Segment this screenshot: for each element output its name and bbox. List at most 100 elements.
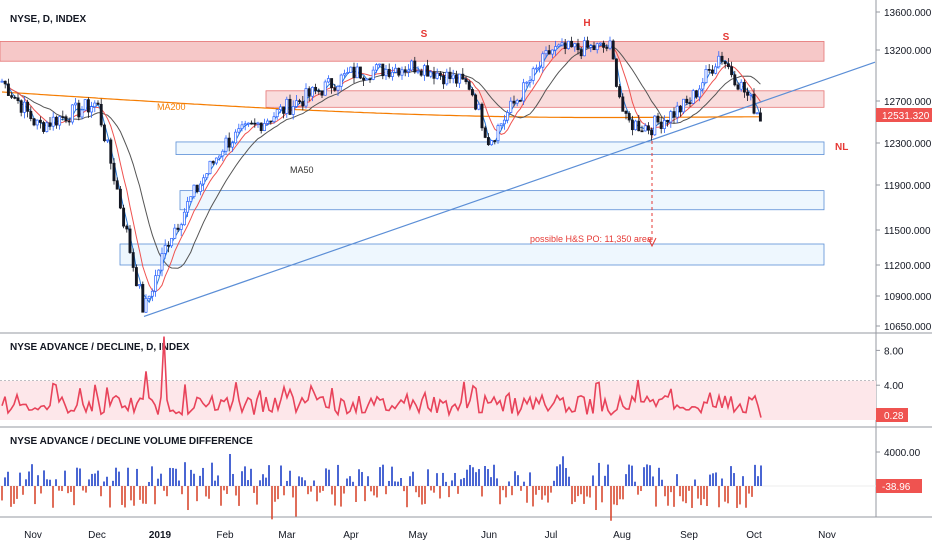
volume-bar — [652, 476, 654, 486]
candle — [275, 109, 279, 118]
candle — [205, 173, 209, 179]
volume-bar — [760, 465, 762, 486]
volume-bar — [109, 486, 111, 508]
volume-bar — [715, 472, 717, 486]
price-axis[interactable]: 13600.000 13200.000 12700.000 12300.000 1190… — [876, 8, 932, 333]
candle — [160, 253, 164, 271]
volume-bar — [472, 467, 474, 486]
volume-bar — [460, 479, 462, 486]
candle — [48, 122, 52, 127]
volume-bar — [529, 472, 531, 486]
volume-bar — [712, 473, 714, 486]
candle — [67, 120, 71, 123]
candle — [403, 69, 407, 72]
candle — [176, 227, 180, 230]
volume-bar — [220, 486, 222, 506]
volume-bar — [484, 466, 486, 486]
candle — [669, 111, 673, 123]
candle — [602, 42, 606, 48]
volume-bar — [634, 481, 636, 486]
volume-bar — [316, 486, 318, 502]
volume-bar — [427, 469, 429, 486]
volume-bar — [334, 486, 336, 506]
candle — [339, 74, 343, 87]
volume-bar — [667, 486, 669, 506]
time-axis[interactable]: Nov Dec 2019 Feb Mar Apr May Jun Jul Aug Sep Oct Nov — [24, 530, 836, 541]
volume-bar — [394, 481, 396, 486]
candle — [38, 119, 42, 123]
candle — [416, 70, 420, 73]
volume-bar — [31, 464, 33, 486]
volume-bar — [226, 486, 228, 494]
volume-bar — [490, 477, 492, 486]
target-arrow-head — [647, 237, 657, 248]
main-panel-title: NYSE, D, INDEX — [10, 14, 86, 25]
candle — [77, 102, 81, 118]
candle — [429, 71, 433, 77]
volume-bar — [442, 472, 444, 486]
candle — [198, 183, 202, 192]
volume-bar — [703, 486, 705, 500]
volume-bar — [541, 486, 543, 500]
candle — [739, 81, 743, 90]
candle — [10, 95, 14, 98]
volume-bar — [289, 470, 291, 486]
candle — [685, 98, 689, 104]
volume-bar — [76, 467, 78, 486]
volume-bar — [457, 486, 459, 494]
volume-bar — [739, 486, 741, 505]
volume-bar — [520, 486, 522, 491]
candle — [723, 61, 727, 65]
candle — [102, 124, 106, 142]
volume-bar — [10, 486, 12, 507]
volume-bar — [187, 486, 189, 511]
candle — [269, 120, 273, 123]
last-price-value: 12531.320 — [882, 111, 930, 122]
volume-bar — [622, 486, 624, 500]
candle — [563, 42, 567, 49]
resistance-zone — [0, 41, 825, 62]
candle — [256, 122, 260, 125]
candle — [474, 94, 478, 110]
candle — [246, 122, 250, 125]
volume-bar — [586, 486, 588, 497]
candle — [672, 111, 676, 118]
ma200-line — [1, 91, 761, 119]
volume-bar — [253, 486, 255, 493]
target-arrow — [647, 135, 657, 248]
candle — [678, 105, 682, 113]
candle — [173, 227, 177, 239]
vol-axis[interactable]: 4000.00 — [876, 448, 921, 459]
volume-bar — [406, 486, 408, 508]
volume-bar — [34, 486, 36, 505]
volume-bar — [565, 468, 567, 486]
candle — [730, 66, 734, 76]
volume-bar — [403, 486, 405, 492]
candle — [621, 96, 625, 112]
candle — [230, 142, 234, 148]
candle — [138, 284, 142, 287]
candle — [573, 43, 577, 48]
volume-bar — [352, 481, 354, 486]
candle — [493, 140, 497, 142]
candle — [560, 42, 564, 46]
volume-bar — [94, 473, 96, 486]
x-tick-label: Oct — [746, 530, 762, 541]
volume-bar — [553, 480, 555, 486]
candle — [746, 91, 750, 96]
volume-bar — [751, 486, 753, 497]
candle — [410, 60, 414, 71]
candle — [701, 82, 705, 90]
candle — [698, 88, 702, 98]
volume-bar — [544, 486, 546, 496]
y-tick-label: 11900.000 — [884, 181, 931, 192]
x-tick-label: Aug — [613, 530, 631, 541]
volume-bar — [589, 486, 591, 498]
volume-bar — [100, 486, 102, 497]
ad-axis[interactable]: 8.00 4.00 — [876, 346, 904, 392]
volume-bar — [160, 473, 162, 486]
volume-bar — [40, 486, 42, 494]
candle — [330, 78, 334, 89]
candle — [486, 137, 490, 146]
volume-bar — [646, 464, 648, 486]
